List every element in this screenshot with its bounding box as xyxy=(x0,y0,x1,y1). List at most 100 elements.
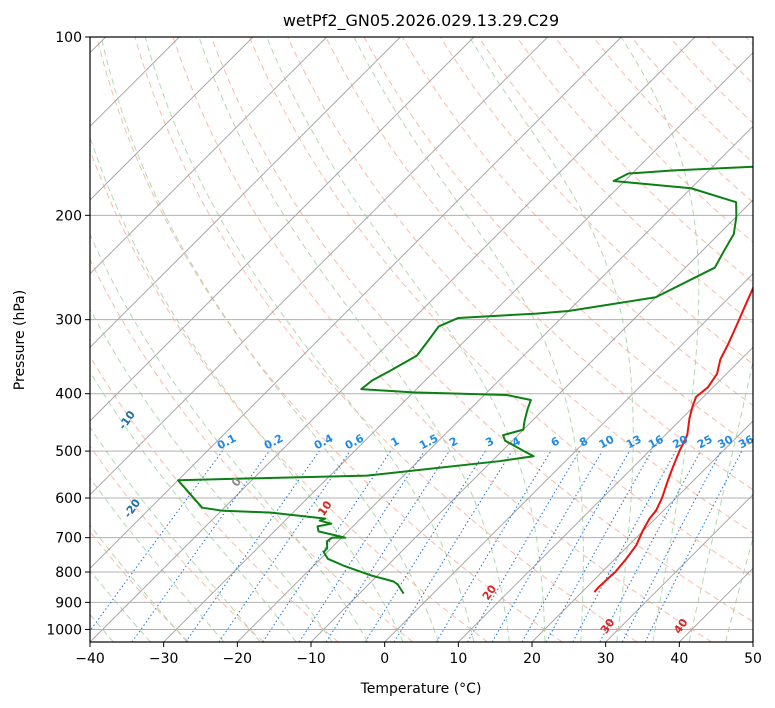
dry-adiabat-line xyxy=(90,148,488,642)
dry-adiabat-line xyxy=(287,37,753,534)
mixing-ratio-line xyxy=(298,450,425,642)
x-tick-label: 50 xyxy=(744,651,762,667)
mixing-ratio-line xyxy=(435,450,552,642)
dry-adiabat-line xyxy=(592,37,753,203)
mixing-ratio-label: 2 xyxy=(447,434,460,449)
x-tick-label: 20 xyxy=(523,651,541,667)
mixing-ratio-label: 0.1 xyxy=(215,432,238,453)
y-tick-label: 300 xyxy=(55,313,82,329)
mixing-ratio-label: 0.6 xyxy=(343,432,367,453)
moist-adiabat-line xyxy=(90,524,188,642)
x-tick-label: 0 xyxy=(380,651,389,667)
mixing-ratio-label: 25 xyxy=(695,433,715,452)
line-labels: 0.10.20.40.611.52346810131620253036-100-… xyxy=(18,408,756,636)
moist-adiabat-line xyxy=(90,308,333,642)
chart-title: wetPf2_GN05.2026.029.13.29.C29 xyxy=(283,11,559,31)
x-tick-label: 10 xyxy=(449,651,467,667)
isotherm-line xyxy=(605,493,753,642)
moist-adiabat-line xyxy=(90,370,297,642)
pressure-gridlines xyxy=(90,37,753,630)
mixing-ratio-line xyxy=(325,450,450,642)
dry-adiabat-line xyxy=(669,37,753,124)
isotherm-line xyxy=(90,37,622,570)
dewpoint-profile-line xyxy=(177,165,753,595)
x-axis-label: Temperature (°C) xyxy=(360,681,482,697)
isotherm-line xyxy=(384,272,753,642)
dry-adiabat-line xyxy=(90,355,339,642)
dry-adiabat-line xyxy=(90,445,264,642)
mixing-ratio-line xyxy=(185,450,320,642)
mixing-ratio-line xyxy=(491,450,603,642)
isotherm-line xyxy=(236,125,753,642)
isotherm-line xyxy=(90,37,549,496)
mixing-ratio-line xyxy=(364,450,486,642)
x-tick-label: −30 xyxy=(149,651,179,667)
temperature-profile-line xyxy=(593,285,753,593)
dry-adiabat-line xyxy=(516,37,753,284)
moist-adiabat-line xyxy=(90,476,225,642)
dry-adiabat-line xyxy=(172,37,712,642)
x-tick-label: −20 xyxy=(223,651,253,667)
skewed-isotherms xyxy=(90,37,753,642)
moist-adiabat-line xyxy=(266,37,546,642)
mixing-ratio-line xyxy=(90,450,223,632)
y-tick-label: 1000 xyxy=(46,622,82,638)
dry-adiabat-line xyxy=(745,37,753,46)
isotherm-line xyxy=(90,37,254,201)
dry-adiabat-line xyxy=(325,37,753,491)
mixing-ratio-label: 13 xyxy=(624,433,644,452)
dry-adiabats xyxy=(90,37,753,642)
dry-adiabat-line xyxy=(90,530,190,642)
profile-series xyxy=(177,165,753,595)
plot-area: 0.10.20.40.611.52346810131620253036-100-… xyxy=(18,37,775,642)
dry-adiabat-line xyxy=(134,37,638,642)
isotherm-line xyxy=(90,37,696,642)
moist-adiabat-line xyxy=(100,37,439,642)
dry-adiabat-label: 10 xyxy=(315,498,335,518)
dry-adiabat-label: -20 xyxy=(121,496,143,520)
mixing-ratio-line xyxy=(599,450,701,642)
dry-adiabat-line xyxy=(439,37,753,365)
isotherm-line xyxy=(457,346,753,642)
moist-adiabat-line xyxy=(469,37,634,642)
mixing-ratio-label: 20 xyxy=(670,433,690,452)
mixing-ratio-label: 10 xyxy=(597,433,617,452)
y-tick-label: 200 xyxy=(55,208,82,224)
y-tick-label: 700 xyxy=(55,531,82,547)
dry-adiabat-label: -30 xyxy=(18,438,40,462)
moist-adiabat-line xyxy=(90,426,261,642)
dry-adiabat-line xyxy=(90,258,414,642)
mixing-ratio-label: 1 xyxy=(389,434,402,449)
isotherm-line xyxy=(310,199,753,642)
mixing-ratio-label: 36 xyxy=(736,433,756,452)
mixing-ratio-line xyxy=(467,450,580,642)
plot-frame xyxy=(89,36,754,643)
isotherm-line xyxy=(90,37,475,422)
dry-adiabat-line xyxy=(363,37,753,448)
isotherm-line xyxy=(90,37,328,275)
moist-adiabat-line xyxy=(620,37,700,642)
moist-adiabat-line xyxy=(353,37,584,642)
mixing-ratio-line xyxy=(393,450,513,642)
moist-adiabat-line xyxy=(725,536,753,642)
moist-adiabat-line xyxy=(762,37,775,642)
mixing-ratio-line xyxy=(545,450,653,642)
mixing-ratio-label: 16 xyxy=(646,433,666,452)
mixing-ratio-line xyxy=(521,450,630,642)
dry-adiabat-label: 20 xyxy=(480,582,500,602)
mixing-ratio-label: 4 xyxy=(510,434,523,449)
y-tick-label: 800 xyxy=(55,565,82,581)
y-tick-label: 400 xyxy=(55,387,82,403)
x-tick-label: −10 xyxy=(296,651,326,667)
mixing-ratio-line xyxy=(131,450,270,642)
isotherm-line xyxy=(531,420,753,642)
dry-adiabat-line xyxy=(478,37,753,324)
dry-adiabat-line xyxy=(554,37,753,243)
mixing-ratio-label: 30 xyxy=(716,433,736,452)
dry-adiabat-line xyxy=(210,37,753,623)
x-tick-label: 30 xyxy=(597,651,615,667)
x-tick-label: 40 xyxy=(670,651,688,667)
y-tick-label: 500 xyxy=(55,444,82,460)
isotherm-line xyxy=(752,641,753,642)
